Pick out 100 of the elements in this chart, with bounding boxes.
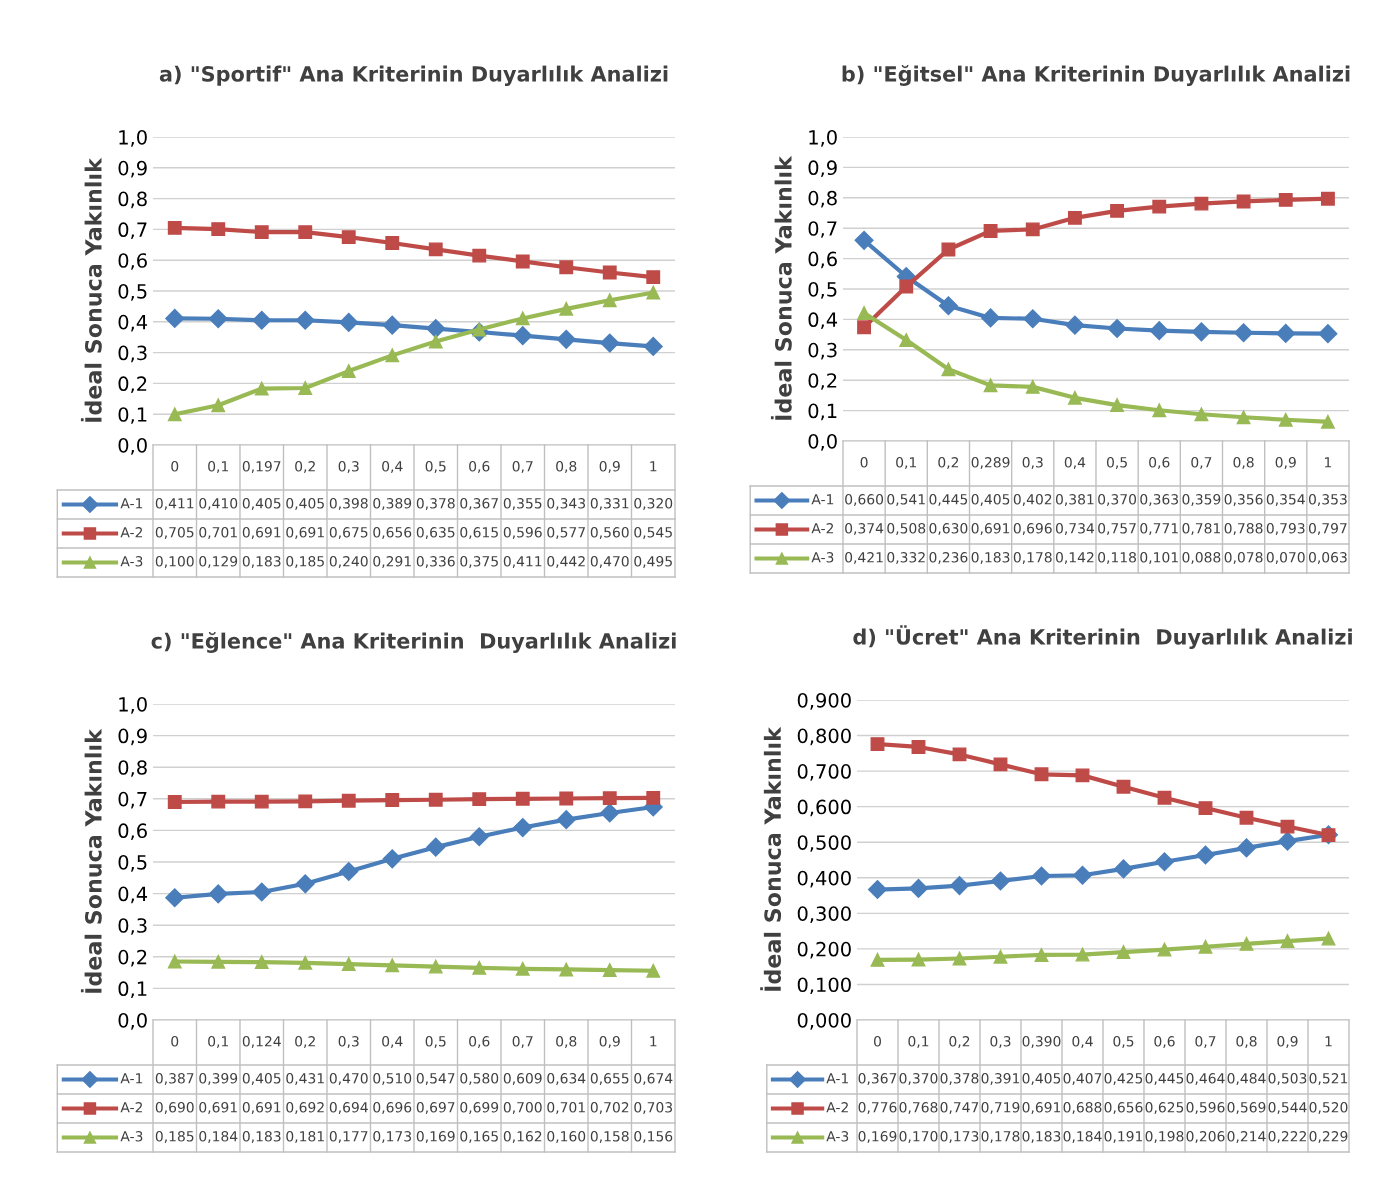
chart-title: c) "Eğlence" Ana Kriterinin Duyarlılık Analizi	[151, 632, 676, 653]
y-tick-label: 0,1	[118, 981, 147, 999]
x-tick-label: 0,7	[1195, 1036, 1216, 1048]
data-label: 0,370	[899, 1073, 938, 1085]
y-tick-label: 0,3	[118, 918, 147, 935]
data-label: 0,378	[416, 498, 455, 510]
x-tick-label: 0,6	[469, 461, 490, 473]
data-label: 0,398	[329, 498, 368, 510]
data-label: 0,697	[416, 1102, 455, 1114]
y-tick-label: 0,1	[808, 403, 837, 421]
data-label: 0,158	[590, 1131, 629, 1143]
data-label: 0,185	[286, 556, 324, 568]
data-label: 0,421	[845, 552, 883, 564]
data-label: 0,702	[590, 1102, 629, 1114]
y-tick-label: 0,4	[808, 312, 838, 330]
data-label: 0,510	[373, 1073, 412, 1085]
data-label: 0,142	[1055, 552, 1094, 564]
y-tick-label: 0,3	[118, 345, 147, 363]
data-label: 0,625	[1145, 1102, 1184, 1114]
data-label: 0,747	[940, 1102, 979, 1114]
y-tick-label: 0,8	[118, 191, 147, 209]
data-label: 0,691	[242, 527, 281, 539]
x-tick-label: 0	[874, 1036, 881, 1047]
data-label: 0,692	[286, 1102, 324, 1114]
data-label: 0,634	[547, 1073, 586, 1085]
data-label: 0,378	[940, 1073, 979, 1085]
data-label: 0,484	[1227, 1073, 1266, 1085]
data-label: 0,699	[460, 1102, 499, 1114]
data-label: 0,240	[329, 556, 368, 568]
data-label: 0,544	[1268, 1102, 1307, 1114]
y-tick-label: 0,5	[118, 283, 147, 301]
chart-title: d) "Ücret" Ana Kriterinin Duyarlılık Analizi	[853, 625, 1352, 649]
data-label: 0,674	[634, 1073, 673, 1085]
data-label: 0,070	[1266, 552, 1305, 564]
x-tick-label: 0,7	[512, 1036, 533, 1048]
y-tick-label: 0,2	[118, 376, 147, 394]
x-tick-label: 0,9	[1277, 1036, 1298, 1048]
x-tick-label: 0,8	[556, 1036, 577, 1048]
data-label: 0,508	[887, 523, 926, 535]
data-label: 0,703	[634, 1102, 673, 1114]
data-label: 0,162	[503, 1131, 542, 1143]
x-tick-label: 0,4	[382, 1036, 403, 1048]
data-label: 0,691	[1022, 1102, 1061, 1114]
data-label: 0,701	[547, 1102, 585, 1114]
data-label: 0,370	[1098, 494, 1137, 506]
data-label: 0,691	[971, 523, 1010, 535]
x-tick-label: 0,8	[556, 461, 577, 473]
data-label: 0,156	[634, 1131, 673, 1143]
data-label: 0,596	[503, 527, 542, 539]
data-label: 0,191	[1104, 1131, 1143, 1143]
data-label: 0,355	[503, 498, 542, 510]
data-label: 0,788	[1224, 523, 1263, 535]
y-tick-label: 0,2	[118, 949, 147, 967]
data-label: 0,541	[887, 494, 925, 506]
y-tick-label: 0,1	[118, 407, 147, 424]
data-label: 0,367	[460, 498, 498, 510]
x-tick-label: 0,289	[971, 457, 1010, 469]
data-label: 0,359	[1182, 494, 1221, 506]
data-label: 0,229	[1309, 1131, 1348, 1143]
y-tick-label: 0,9	[118, 160, 147, 178]
data-label: 0,630	[929, 523, 968, 535]
data-label: 0,445	[929, 494, 968, 506]
x-tick-label: 0,1	[208, 1036, 229, 1048]
y-tick-label: 0,6	[118, 823, 147, 841]
y-tick-label: 0,800	[797, 728, 851, 746]
data-label: 0,757	[1098, 523, 1136, 535]
data-label: 0,768	[899, 1102, 938, 1114]
y-tick-label: 0,9	[808, 160, 837, 178]
data-label: 0,374	[845, 523, 884, 535]
x-tick-label: 1	[650, 1036, 657, 1047]
data-label: 0,183	[242, 556, 281, 568]
y-tick-label: 0,500	[797, 835, 851, 852]
data-label: 0,236	[929, 552, 968, 564]
x-tick-label: 0,197	[242, 461, 281, 473]
x-tick-label: 0,3	[338, 1036, 359, 1048]
data-label: 0,336	[416, 556, 455, 568]
y-tick-label: 1,0	[809, 129, 837, 147]
data-label: 0,569	[1227, 1102, 1266, 1114]
data-label: 0,521	[1309, 1073, 1348, 1085]
data-label: 0,375	[460, 556, 498, 568]
data-label: 0,701	[199, 527, 237, 539]
data-label: 0,405	[1022, 1073, 1061, 1085]
x-tick-label: 0,2	[949, 1036, 970, 1048]
data-label: 0,160	[547, 1131, 586, 1143]
legend-label: A-3	[826, 1131, 849, 1142]
y-tick-label: 0,4	[118, 886, 148, 904]
data-label: 0,656	[373, 527, 412, 539]
data-label: 0,407	[1063, 1073, 1102, 1085]
data-label: 0,691	[199, 1102, 237, 1114]
x-tick-label: 0,4	[382, 461, 403, 473]
data-label: 0,719	[981, 1102, 1020, 1114]
data-label: 0,291	[373, 556, 411, 568]
data-label: 0,734	[1055, 523, 1095, 535]
data-label: 0,503	[1268, 1073, 1307, 1085]
data-label: 0,700	[503, 1102, 542, 1114]
data-label: 0,609	[503, 1073, 542, 1085]
x-tick-label: 0,6	[1154, 1036, 1175, 1048]
x-tick-label: 0	[171, 461, 179, 472]
legend-label: A-2	[120, 527, 143, 538]
data-label: 0,402	[1013, 494, 1052, 506]
